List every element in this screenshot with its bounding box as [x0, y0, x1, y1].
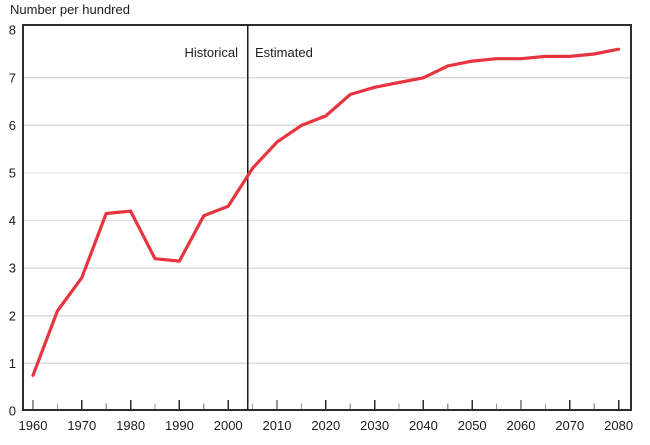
y-tick-label: 6 — [9, 118, 16, 133]
x-tick-label: 1990 — [165, 418, 194, 433]
chart-title: Number per hundred — [10, 2, 130, 17]
x-tick-label: 2020 — [311, 418, 340, 433]
x-tick-label: 2000 — [214, 418, 243, 433]
x-tick-label: 1960 — [19, 418, 48, 433]
x-tick-label: 2080 — [604, 418, 633, 433]
y-tick-label: 1 — [9, 356, 16, 371]
x-tick-label: 1980 — [116, 418, 145, 433]
x-tick-label: 2050 — [458, 418, 487, 433]
x-tick-label: 2070 — [555, 418, 584, 433]
y-tick-label: 0 — [9, 404, 16, 419]
plot-border — [22, 24, 632, 411]
x-tick-label: 2030 — [360, 418, 389, 433]
y-tick-label: 8 — [9, 23, 16, 38]
historical-region-label: Historical — [184, 45, 238, 60]
x-tick-label: 2040 — [409, 418, 438, 433]
x-tick-label: 1970 — [67, 418, 96, 433]
y-tick-label: 4 — [9, 213, 16, 228]
y-tick-label: 7 — [9, 70, 16, 85]
y-tick-label: 3 — [9, 261, 16, 276]
y-tick-label: 5 — [9, 165, 16, 180]
x-tick-label: 2010 — [263, 418, 292, 433]
data-line — [31, 47, 621, 377]
x-tick-label: 2060 — [507, 418, 536, 433]
estimated-region-label: Estimated — [255, 45, 313, 60]
y-tick-label: 2 — [9, 308, 16, 323]
